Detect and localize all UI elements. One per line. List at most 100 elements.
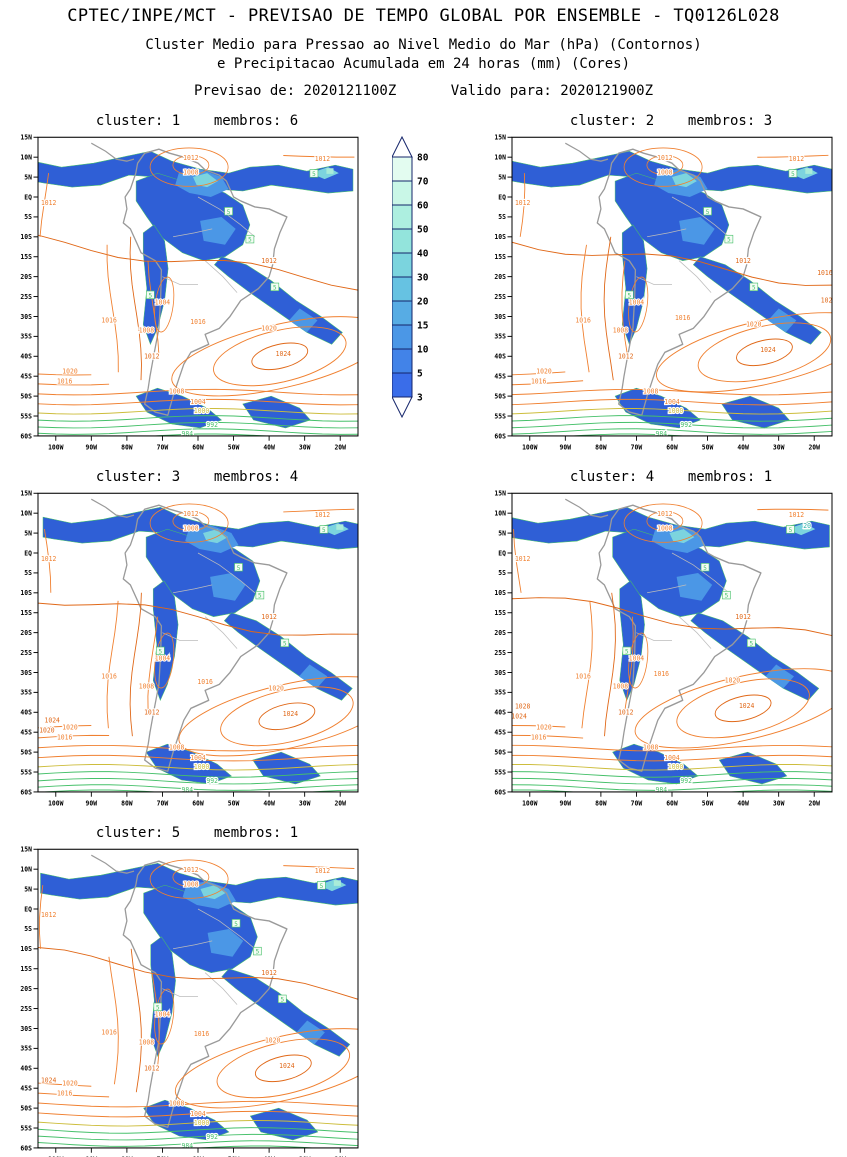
svg-text:1004: 1004 bbox=[155, 654, 170, 662]
svg-text:100W: 100W bbox=[48, 1155, 63, 1157]
svg-text:30W: 30W bbox=[773, 443, 785, 451]
cluster-panel-2: cluster: 2 membros: 3 1024 1020 1016 1012 10… bbox=[480, 113, 842, 453]
svg-text:50W: 50W bbox=[702, 799, 714, 807]
svg-text:5S: 5S bbox=[498, 569, 506, 577]
svg-text:40S: 40S bbox=[494, 352, 506, 360]
svg-text:55S: 55S bbox=[20, 768, 32, 776]
svg-text:70W: 70W bbox=[157, 1155, 169, 1157]
svg-text:15S: 15S bbox=[20, 253, 32, 261]
svg-text:1020: 1020 bbox=[62, 1079, 77, 1087]
svg-text:30S: 30S bbox=[20, 669, 32, 677]
svg-text:60W: 60W bbox=[666, 799, 678, 807]
svg-text:1012: 1012 bbox=[618, 708, 633, 716]
panel-row-2: cluster: 3 membros: 4 1024 1020 1016 1012 10… bbox=[6, 469, 847, 809]
svg-text:1008: 1008 bbox=[169, 1099, 184, 1107]
svg-text:35S: 35S bbox=[494, 333, 506, 341]
svg-text:35S: 35S bbox=[20, 1045, 32, 1053]
svg-text:15S: 15S bbox=[494, 253, 506, 261]
svg-text:30: 30 bbox=[417, 273, 429, 284]
svg-text:80W: 80W bbox=[121, 443, 133, 451]
svg-text:1020: 1020 bbox=[39, 726, 54, 734]
svg-text:60S: 60S bbox=[494, 432, 506, 440]
svg-text:10N: 10N bbox=[494, 509, 506, 517]
svg-text:984: 984 bbox=[182, 430, 194, 438]
svg-text:50S: 50S bbox=[494, 392, 506, 400]
svg-text:5: 5 bbox=[703, 565, 707, 572]
forecast-valid-label: Valido para: 2020121900Z bbox=[450, 83, 654, 99]
svg-text:1004: 1004 bbox=[190, 398, 205, 406]
svg-text:5: 5 bbox=[256, 948, 260, 955]
svg-text:25S: 25S bbox=[20, 649, 32, 657]
cluster-panel-1: cluster: 1 membros: 6 1024 1020 1016 1012 10… bbox=[6, 113, 368, 453]
svg-text:1012: 1012 bbox=[618, 352, 633, 360]
svg-text:55S: 55S bbox=[20, 1124, 32, 1132]
svg-text:70W: 70W bbox=[631, 799, 643, 807]
svg-text:5: 5 bbox=[227, 209, 231, 216]
precip-colorbar-legend: 80 70 60 50 40 30 20 15 10 5 3 bbox=[392, 135, 429, 419]
svg-text:10S: 10S bbox=[20, 589, 32, 597]
svg-text:15N: 15N bbox=[20, 489, 32, 497]
map-cluster-5: 1024 1020 1016 1012 1012 1008 1012 1012 1004 1008… bbox=[20, 845, 359, 1157]
svg-text:992: 992 bbox=[206, 777, 218, 785]
svg-text:1024: 1024 bbox=[511, 712, 526, 720]
svg-text:90W: 90W bbox=[86, 1155, 98, 1157]
svg-text:1016: 1016 bbox=[531, 377, 546, 385]
panel-row-1: cluster: 1 membros: 6 1024 1020 1016 1012 10… bbox=[6, 113, 847, 453]
svg-text:5N: 5N bbox=[24, 529, 32, 537]
svg-text:992: 992 bbox=[680, 421, 692, 429]
colorbar-column: 80 70 60 50 40 30 20 15 10 5 3 bbox=[368, 113, 480, 435]
figure-subtitle-line2: e Precipitacao Acumulada em 24 horas (mm… bbox=[216, 56, 630, 72]
svg-text:984: 984 bbox=[182, 786, 194, 794]
svg-text:20W: 20W bbox=[334, 799, 346, 807]
svg-text:80W: 80W bbox=[121, 1155, 133, 1157]
svg-text:1024: 1024 bbox=[760, 346, 775, 354]
panel-title: cluster: 4 membros: 1 bbox=[569, 469, 773, 485]
svg-text:1000: 1000 bbox=[668, 763, 683, 771]
svg-text:20: 20 bbox=[803, 522, 811, 530]
svg-text:55S: 55S bbox=[494, 768, 506, 776]
svg-text:5: 5 bbox=[706, 209, 710, 216]
svg-text:1028: 1028 bbox=[515, 702, 530, 710]
svg-text:1016: 1016 bbox=[57, 1089, 72, 1097]
svg-text:10N: 10N bbox=[20, 509, 32, 517]
svg-text:40W: 40W bbox=[737, 799, 749, 807]
svg-text:5S: 5S bbox=[24, 569, 32, 577]
svg-text:1012: 1012 bbox=[735, 613, 750, 621]
svg-text:50S: 50S bbox=[20, 748, 32, 756]
svg-text:40W: 40W bbox=[263, 443, 275, 451]
svg-text:5: 5 bbox=[312, 171, 316, 178]
svg-text:5: 5 bbox=[149, 292, 153, 299]
svg-text:1004: 1004 bbox=[190, 754, 205, 762]
svg-text:1024: 1024 bbox=[739, 702, 754, 710]
svg-text:15S: 15S bbox=[20, 965, 32, 973]
svg-text:30W: 30W bbox=[299, 1155, 311, 1157]
panel-title: cluster: 2 membros: 3 bbox=[569, 113, 773, 129]
svg-text:5: 5 bbox=[234, 921, 238, 928]
svg-text:1016: 1016 bbox=[654, 670, 669, 678]
svg-text:1012: 1012 bbox=[735, 257, 750, 265]
svg-text:25S: 25S bbox=[494, 293, 506, 301]
svg-text:45S: 45S bbox=[20, 372, 32, 380]
svg-text:1012: 1012 bbox=[315, 511, 330, 519]
svg-text:50S: 50S bbox=[20, 1104, 32, 1112]
svg-text:30W: 30W bbox=[299, 799, 311, 807]
svg-text:1012: 1012 bbox=[183, 510, 198, 518]
svg-text:1008: 1008 bbox=[613, 682, 628, 690]
svg-text:5: 5 bbox=[322, 527, 326, 534]
forecast-init-label: Previsao de: 2020121100Z bbox=[193, 83, 397, 99]
svg-text:5: 5 bbox=[283, 640, 287, 647]
svg-text:15: 15 bbox=[417, 321, 429, 332]
svg-text:10N: 10N bbox=[20, 865, 32, 873]
svg-text:1012: 1012 bbox=[144, 708, 159, 716]
svg-text:5N: 5N bbox=[24, 173, 32, 181]
svg-text:40S: 40S bbox=[20, 352, 32, 360]
svg-text:80W: 80W bbox=[595, 799, 607, 807]
svg-text:1016: 1016 bbox=[575, 672, 590, 680]
svg-text:1016: 1016 bbox=[194, 1030, 209, 1038]
svg-text:40S: 40S bbox=[20, 708, 32, 716]
svg-text:1008: 1008 bbox=[139, 682, 154, 690]
svg-text:5N: 5N bbox=[498, 529, 506, 537]
svg-text:1012: 1012 bbox=[789, 155, 804, 163]
svg-text:70W: 70W bbox=[157, 799, 169, 807]
svg-text:25S: 25S bbox=[494, 649, 506, 657]
